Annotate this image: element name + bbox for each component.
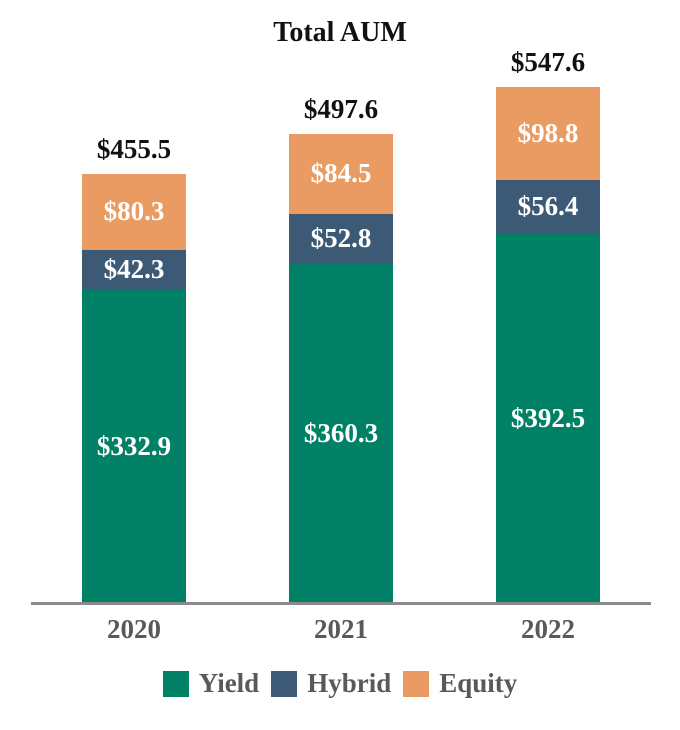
bar-2020: $80.3 $42.3 $332.9 [82,174,186,604]
legend-label-equity: Equity [439,668,518,698]
segment-value-label: $56.4 [517,191,579,222]
segment-value-label: $52.8 [310,223,372,254]
legend-item-hybrid: Hybrid [271,668,391,699]
legend-swatch-equity [403,670,430,697]
segment-value-label: $84.5 [310,158,372,189]
x-axis-line [31,602,651,605]
segment-value-label: $360.3 [303,418,379,449]
legend-swatch-hybrid [271,670,298,697]
category-label-2020: 2020 [107,614,161,644]
chart-title: Total AUM [273,17,407,48]
total-label-2021: $497.6 [303,94,379,124]
segment-value-label: $42.3 [103,254,165,285]
segment-hybrid-2022: $56.4 [496,180,600,234]
legend-item-yield: Yield [162,668,260,699]
segment-equity-2020: $80.3 [82,174,186,250]
segment-yield-2021: $360.3 [289,263,393,605]
category-label-2022: 2022 [521,614,575,644]
segment-yield-2022: $392.5 [496,233,600,604]
legend-label-hybrid: Hybrid [307,668,392,698]
segment-hybrid-2021: $52.8 [289,213,393,264]
category-label-2021: 2021 [314,614,368,644]
segment-equity-2021: $84.5 [289,134,393,214]
bar-2022: $98.8 $56.4 $392.5 [496,87,600,604]
segment-yield-2020: $332.9 [82,289,186,604]
total-label-2020: $455.5 [96,134,172,164]
segment-hybrid-2020: $42.3 [82,249,186,290]
segment-value-label: $98.8 [517,118,579,149]
segment-equity-2022: $98.8 [496,87,600,181]
legend-label-yield: Yield [198,668,260,698]
bar-2021: $84.5 $52.8 $360.3 [289,134,393,605]
legend-item-equity: Equity [403,668,517,699]
segment-value-label: $392.5 [510,403,586,434]
segment-value-label: $80.3 [103,196,165,227]
legend-swatch-yield [162,670,189,697]
total-label-2022: $547.6 [510,47,586,77]
segment-value-label: $332.9 [96,431,172,462]
legend: Yield Hybrid Equity [0,668,680,699]
